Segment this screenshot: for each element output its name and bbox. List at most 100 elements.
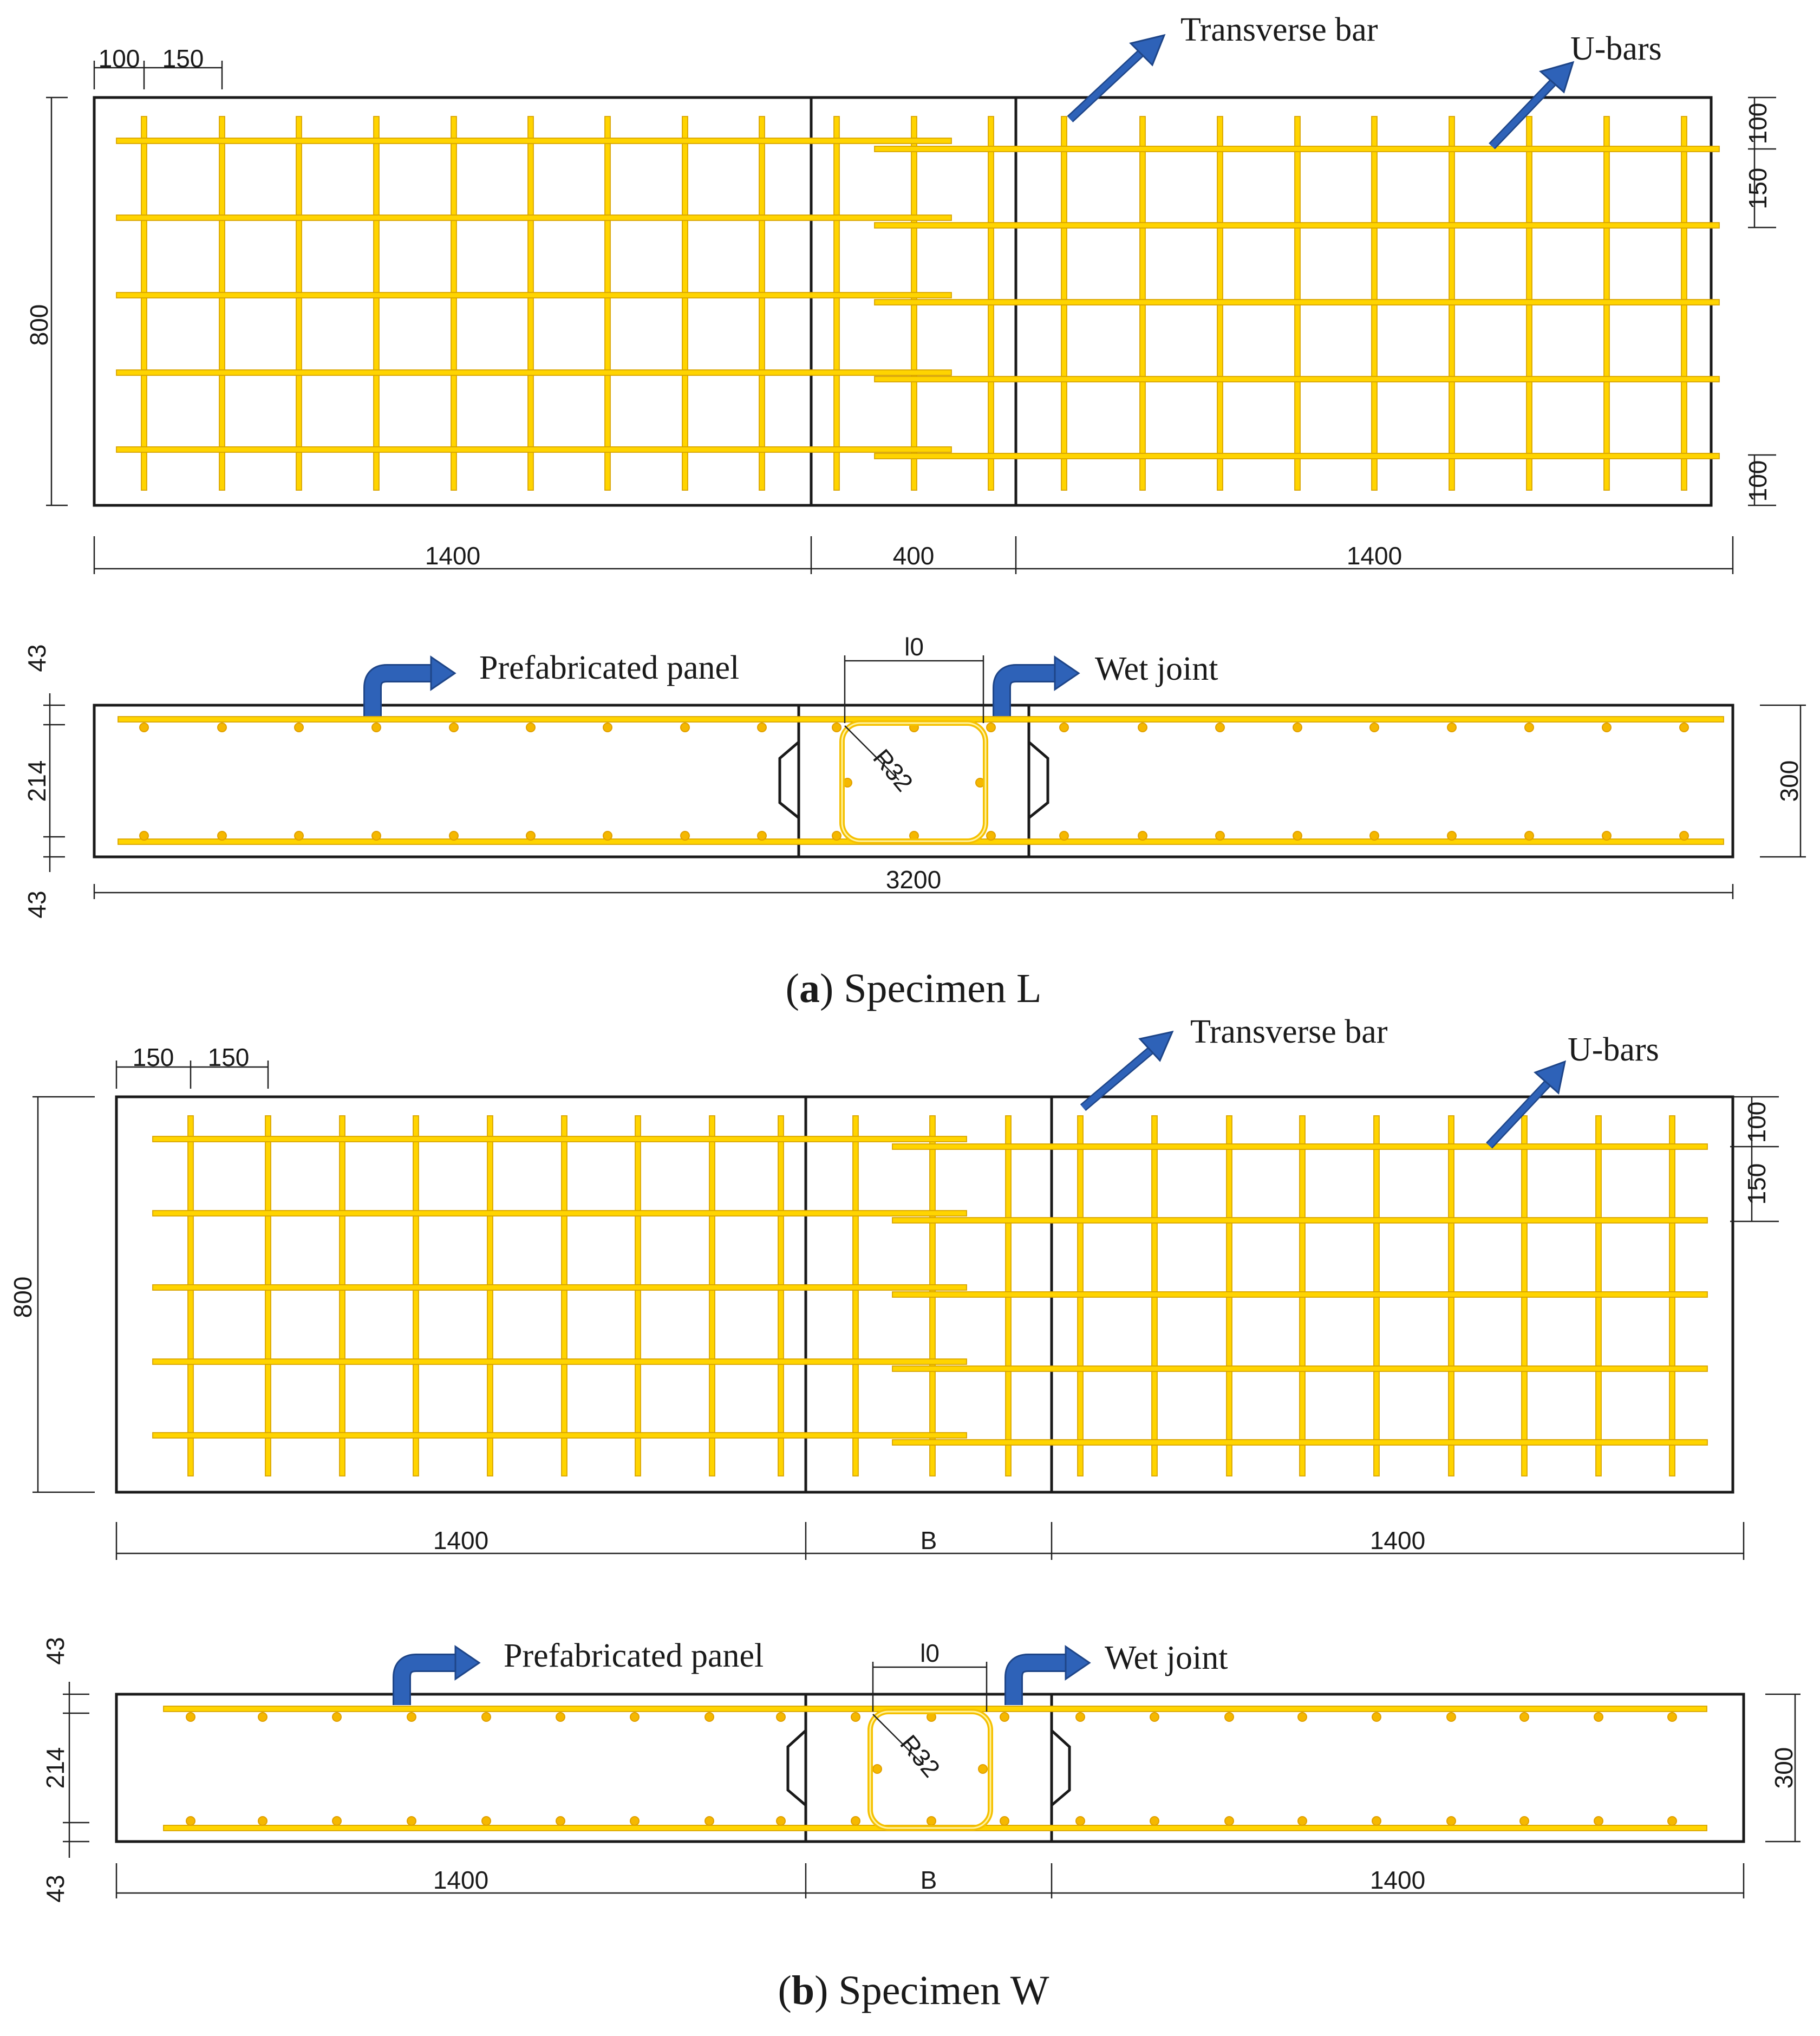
bar-section-dot xyxy=(630,1816,640,1826)
plan-a-left-length: 1400 xyxy=(425,542,480,570)
plan-a-dim-width: 800 xyxy=(25,96,68,506)
bar-section-dot xyxy=(1447,831,1457,841)
bar-section-dot xyxy=(1215,831,1225,841)
u-bar xyxy=(874,453,1720,459)
u-bar xyxy=(152,1432,967,1439)
plan-a-joint-length: 400 xyxy=(893,542,935,570)
section-b-joint-right-edge xyxy=(1050,1694,1071,1842)
bar-section-dot xyxy=(481,1816,491,1826)
bar-section-dot xyxy=(1224,1712,1234,1722)
section-a-annotations: Prefabricated panel Wet joint xyxy=(363,649,1218,716)
section-b-joint-left-edge xyxy=(786,1694,807,1842)
bar-section-dot xyxy=(556,1816,565,1826)
bar-section-dot xyxy=(1000,1816,1009,1826)
plan-a-dim-spacing: 100 150 xyxy=(93,44,223,89)
bar-section-dot xyxy=(1138,723,1147,732)
section-b-left-length: 1400 xyxy=(433,1866,488,1894)
section-b: l0 R32 43 214 43 300 1400 xyxy=(41,1637,1801,1903)
bar-section-dot xyxy=(1059,723,1069,732)
bar-section-dot xyxy=(294,831,304,841)
u-bar xyxy=(892,1217,1708,1224)
transverse-bar xyxy=(187,1115,194,1476)
section-b-cover-top: 43 xyxy=(41,1637,69,1664)
bar-section-dot xyxy=(294,723,304,732)
transverse-bar-label: Transverse bar xyxy=(1180,11,1378,48)
u-bar xyxy=(874,299,1720,305)
section-b-cover-bottom: 43 xyxy=(41,1875,69,1902)
bar-section-dot xyxy=(407,1816,416,1826)
prefabricated-panel-label: Prefabricated panel xyxy=(504,1637,764,1674)
bar-section-dot xyxy=(776,1816,786,1826)
section-a-joint-right-edge xyxy=(1027,705,1049,857)
transverse-bar xyxy=(759,116,765,491)
transverse-bar xyxy=(296,116,302,491)
bar-section-dot xyxy=(332,1712,342,1722)
section-b-lap-dim: l0 xyxy=(872,1639,988,1712)
transverse-bar xyxy=(682,116,688,491)
bar-section-dot xyxy=(139,831,149,841)
plan-b-edge-top: 100 xyxy=(1743,1102,1771,1143)
bar-section-dot xyxy=(851,1816,860,1826)
u-bars-label: U-bars xyxy=(1568,1031,1659,1068)
section-b-dim-bottom: 1400 B 1400 xyxy=(115,1863,1745,1898)
bar-section-dot xyxy=(449,723,459,732)
section-b-lap-length: l0 xyxy=(920,1639,940,1667)
section-a-dim-left: 43 214 43 xyxy=(23,644,65,919)
bar-section-dot xyxy=(776,1712,786,1722)
bar-section-dot xyxy=(1369,723,1379,732)
u-bar xyxy=(116,138,952,144)
u-bar xyxy=(116,214,952,221)
plan-b-joint-length: B xyxy=(921,1526,937,1554)
u-bar xyxy=(116,369,952,376)
section-a: l0 R32 43 214 43 300 3200 xyxy=(23,633,1806,919)
transverse-bar xyxy=(413,1115,419,1476)
plan-a-rebars xyxy=(116,116,1720,491)
section-b-joint-length: B xyxy=(921,1866,937,1894)
section-a-joint-left-edge xyxy=(778,705,800,857)
bar-section-dot xyxy=(217,831,227,841)
plan-b-annotations: Transverse bar U-bars xyxy=(1080,1013,1659,1149)
bar-section-dot xyxy=(258,1816,268,1826)
bar-section-dot xyxy=(526,831,536,841)
bar-section-dot xyxy=(1446,1712,1456,1722)
bar-section-dot xyxy=(1667,1816,1677,1826)
plan-a-edge-top: 100 xyxy=(1744,103,1772,145)
section-a-radius-label: R32 xyxy=(867,744,918,797)
section-b-radius-label: R32 xyxy=(895,1729,945,1783)
bar-section-dot xyxy=(1679,723,1689,732)
bar-section-dot xyxy=(1293,723,1302,732)
section-a-radius: R32 xyxy=(844,725,918,797)
section-a-cover-top: 43 xyxy=(23,644,51,672)
bar-section-dot xyxy=(1297,1816,1307,1826)
bar-section-dot xyxy=(680,831,690,841)
section-b-core: 214 xyxy=(41,1747,69,1789)
bar-section-dot xyxy=(1059,831,1069,841)
transverse-bar xyxy=(833,116,840,491)
transverse-bar xyxy=(339,1115,345,1476)
transverse-bar xyxy=(852,1115,859,1476)
bar-section-dot xyxy=(1447,723,1457,732)
caption-a: (a) Specimen L xyxy=(786,966,1042,1011)
plan-a-edge-bottom: 100 xyxy=(1744,460,1772,502)
bar-section-dot xyxy=(1524,723,1534,732)
plan-b: 800 150 150 100 150 1400 B 1400 xyxy=(9,1013,1779,1560)
transverse-bar xyxy=(604,116,611,491)
section-a-height: 300 xyxy=(1775,760,1803,802)
u-bar xyxy=(892,1143,1708,1150)
plan-b-outline xyxy=(115,1095,1734,1494)
bar-section-dot xyxy=(1215,723,1225,732)
bar-section-dot xyxy=(556,1712,565,1722)
transverse-bar xyxy=(219,116,225,491)
section-a-cover-bottom: 43 xyxy=(23,890,51,918)
bar-section-dot xyxy=(1519,1816,1529,1826)
arrow-icon xyxy=(1080,1030,1174,1111)
curved-arrow-icon xyxy=(363,655,456,716)
plan-b-rebars xyxy=(152,1115,1708,1476)
bar-section-dot xyxy=(449,831,459,841)
plan-b-width-label: 800 xyxy=(9,1277,37,1318)
section-a-core: 214 xyxy=(23,760,51,802)
section-b-annotations: Prefabricated panel Wet joint xyxy=(393,1637,1228,1705)
bar-section-dot xyxy=(757,831,767,841)
bar-section-dot xyxy=(978,1764,988,1774)
bar-section-dot xyxy=(872,1764,882,1774)
